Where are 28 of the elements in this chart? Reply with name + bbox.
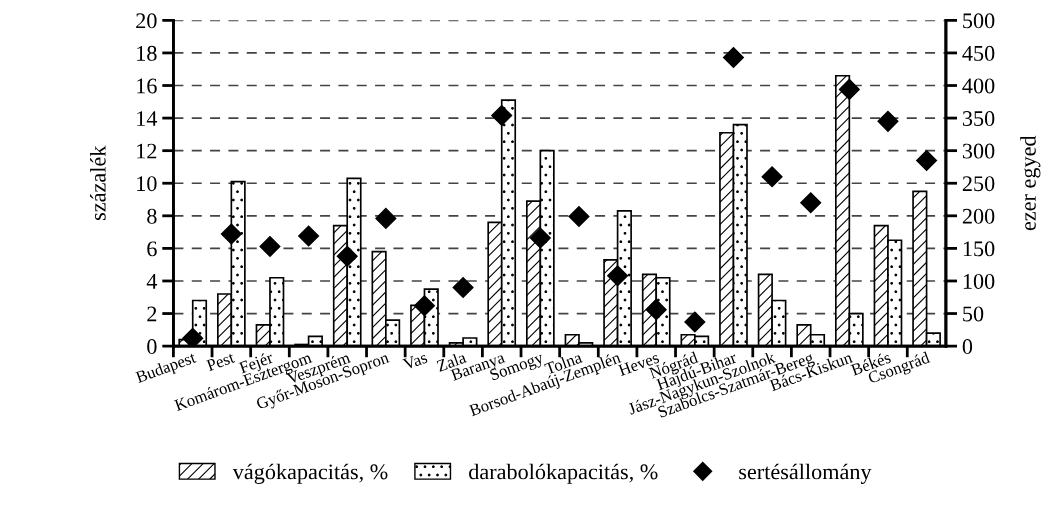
y-tick-label: 0 [147,339,157,355]
y-tick-label: 8 [147,208,157,224]
y2-tick-label: 450 [962,45,995,61]
y2-tick-label: 400 [962,78,995,94]
y-tick-label: 20 [136,13,157,29]
y2-tick-label: 50 [963,306,984,322]
y2-tick-label: 300 [962,143,995,159]
y-tick-label: 4 [146,274,158,289]
y-axis-title: százalék [90,145,106,220]
y2-axis-title: ezer egyed [1020,135,1041,231]
x-tick-label: Vas [402,351,428,371]
y-tick-label: 10 [137,176,157,192]
y2-tick-label: 150 [963,241,995,257]
y-tick-label: 18 [137,45,157,61]
y-tick-label: 12 [137,143,157,159]
y2-tick-label: 0 [962,339,973,355]
legend-label: vágókapacitás, % [232,463,388,484]
legend-label: sertésállomány [739,463,872,484]
y-tick-label: 6 [147,241,157,257]
y-tick-label: 16 [137,78,157,94]
y2-tick-label: 250 [962,176,995,192]
legend-label: darabolókapacitás, % [469,463,658,484]
y2-tick-label: 350 [962,111,995,127]
y2-tick-label: 200 [962,208,995,224]
y2-tick-label: 500 [963,13,995,29]
y-tick-label: 2 [147,306,157,322]
y2-tick-label: 100 [963,273,995,289]
y-tick-label: 14 [137,111,158,126]
